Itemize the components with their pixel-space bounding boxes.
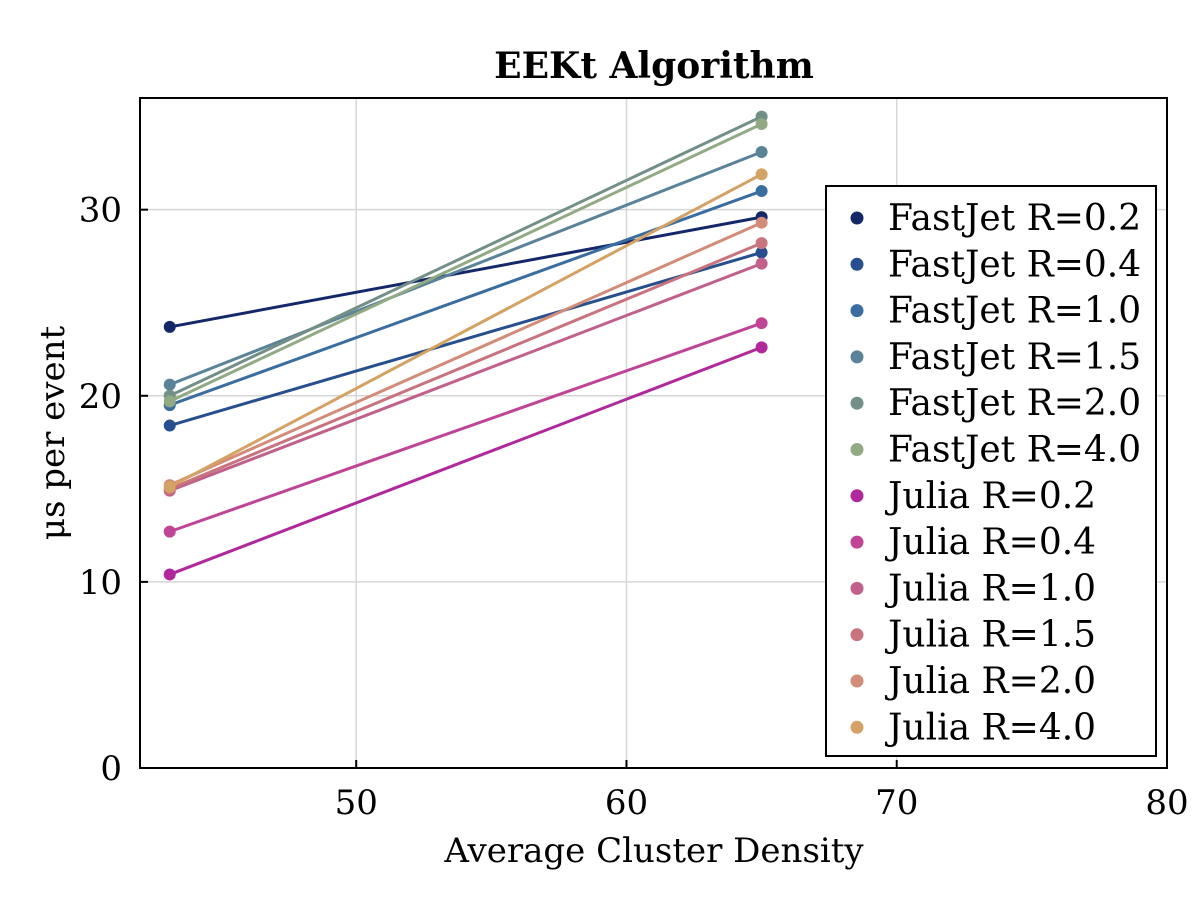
series-julia-r-0-2 [163,341,768,581]
data-point [163,480,176,493]
chart-title: EEKt Algorithm [494,45,814,87]
y-tick-label: 0 [100,749,122,789]
x-tick-label: 70 [875,783,918,823]
legend-label: FastJet R=0.2 [888,198,1141,239]
data-point [163,525,176,538]
legend-marker [850,443,864,456]
legend-label: Julia R=0.4 [884,522,1096,563]
x-tick-label: 60 [605,783,648,823]
series-fastjet-r-1-5 [163,145,768,391]
legend-item: FastJet R=0.2 [850,198,1141,239]
data-point [755,246,768,259]
y-tick-label: 20 [79,377,122,417]
legend-item: Julia R=0.2 [850,476,1096,517]
data-point [755,237,768,250]
data-point [163,395,176,408]
series-line [169,115,763,398]
legend-item: FastJet R=1.5 [850,337,1141,378]
data-point [755,317,768,330]
legend-label: Julia R=1.0 [884,568,1096,609]
legend-label: FastJet R=0.4 [888,244,1141,285]
legend-marker [850,674,864,688]
legend-item: Julia R=4.0 [850,707,1096,748]
series-line [169,321,763,534]
series-fastjet-r-4-0 [163,118,768,408]
series-line [169,251,763,427]
x-tick-label: 80 [1145,783,1188,823]
series-julia-r-0-4 [163,317,768,538]
series-line [169,345,763,576]
legend-label: Julia R=4.0 [884,707,1096,748]
data-point [755,216,768,229]
series-line [169,122,763,403]
data-point [163,568,176,581]
legend: FastJet R=0.2 FastJet R=0.4 FastJet R=1.0 F… [825,185,1157,757]
series-julia-r-4-0 [163,168,768,493]
legend-marker [850,211,864,225]
legend-marker [850,581,864,595]
data-point [755,257,768,270]
data-point [163,320,176,333]
y-axis-label: μs per event [33,326,73,541]
x-axis-label: Average Cluster Density [443,831,864,871]
series-line [169,150,763,387]
data-point [163,378,176,391]
data-point [755,341,768,354]
axis-ticks: 50 60 70 80 0 10 20 30 [79,191,1189,823]
legend-item: Julia R=1.5 [850,615,1096,656]
series-line [169,241,763,491]
legend-label: FastJet R=1.0 [888,291,1141,332]
plot-series [163,110,768,581]
legend-label: Julia R=0.2 [884,476,1096,517]
series-fastjet-r-0-4 [163,246,768,432]
series-fastjet-r-2-0 [163,110,768,402]
series-line [169,172,763,489]
legend-label: FastJet R=1.5 [888,337,1141,378]
legend-item: Julia R=2.0 [850,661,1096,702]
data-point [163,419,176,432]
x-tick-label: 50 [335,783,378,823]
legend-label: Julia R=2.0 [884,661,1096,702]
y-tick-label: 10 [79,563,122,603]
legend-item: Julia R=0.4 [850,522,1096,563]
y-tick-label: 30 [79,191,122,231]
series-line [169,262,763,493]
legend-item: Julia R=1.0 [850,568,1096,609]
series-fastjet-r-0-2 [163,211,768,333]
legend-item: FastJet R=2.0 [850,383,1141,424]
legend-box [825,185,1157,757]
legend-item: FastJet R=1.0 [850,291,1141,332]
series-line [169,215,762,329]
data-point [755,185,768,198]
legend-item: FastJet R=0.4 [850,244,1141,285]
legend-marker [850,628,864,642]
legend-marker [850,350,864,364]
legend-item: FastJet R=4.0 [850,430,1141,471]
legend-marker [850,535,864,549]
series-line [169,221,763,487]
legend-marker [850,720,864,734]
legend-label: Julia R=1.5 [884,615,1096,656]
legend-label: FastJet R=2.0 [888,383,1141,424]
data-point [755,145,768,158]
legend-marker [850,304,864,318]
legend-label: FastJet R=4.0 [888,430,1141,471]
legend-marker [850,489,864,503]
legend-marker [850,396,864,410]
data-point [755,118,768,131]
data-point [755,168,768,181]
legend-marker [850,257,864,271]
plot-frame [139,97,1168,769]
